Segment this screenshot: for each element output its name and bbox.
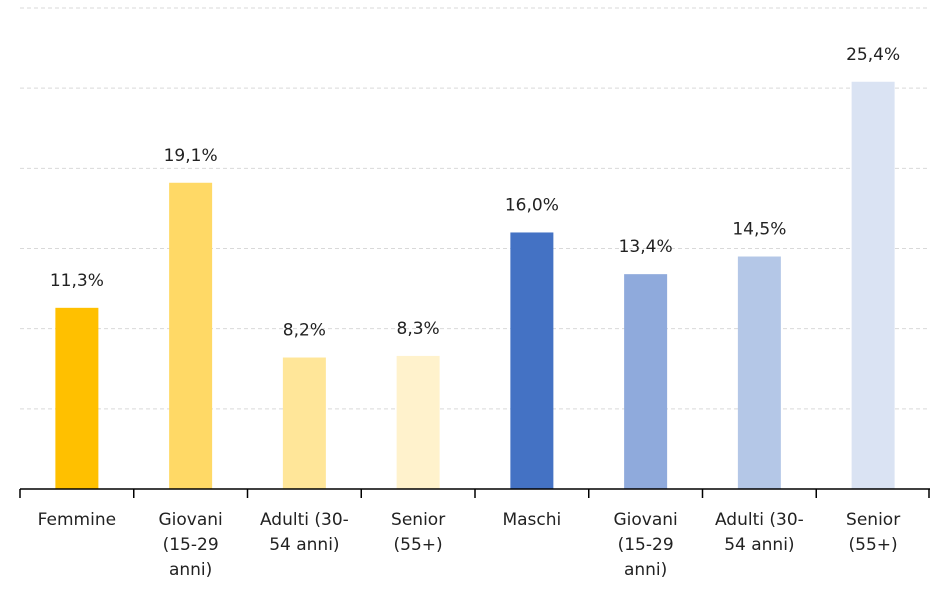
value-label: 25,4% [846,45,900,65]
x-tick-label: Giovani (15-29 anni) [613,510,678,580]
value-label: 8,2% [283,321,326,341]
value-label: 19,1% [164,146,218,166]
x-tick-label: Adulti (30-54 anni) [714,510,804,555]
x-tick-label: Senior (55+) [846,510,901,555]
value-label: 8,3% [397,319,440,339]
x-tick-label: Femmine [37,510,117,530]
value-label: 13,4% [619,237,673,257]
bar [396,355,440,489]
x-tick-label: Adulti (30-54 anni) [259,510,349,555]
x-tick-label: Senior (55+) [391,510,446,555]
bar [282,357,326,489]
value-label: 16,0% [505,195,559,215]
bar [55,307,99,489]
bar [624,274,668,489]
value-label: 14,5% [732,220,786,240]
x-tick-label: Maschi [502,510,562,530]
bar [510,232,554,489]
bar [737,256,781,489]
value-label: 11,3% [50,271,104,291]
x-tick-label: Giovani (15-29 anni) [158,510,223,580]
bar [851,81,895,490]
bar [169,182,213,489]
